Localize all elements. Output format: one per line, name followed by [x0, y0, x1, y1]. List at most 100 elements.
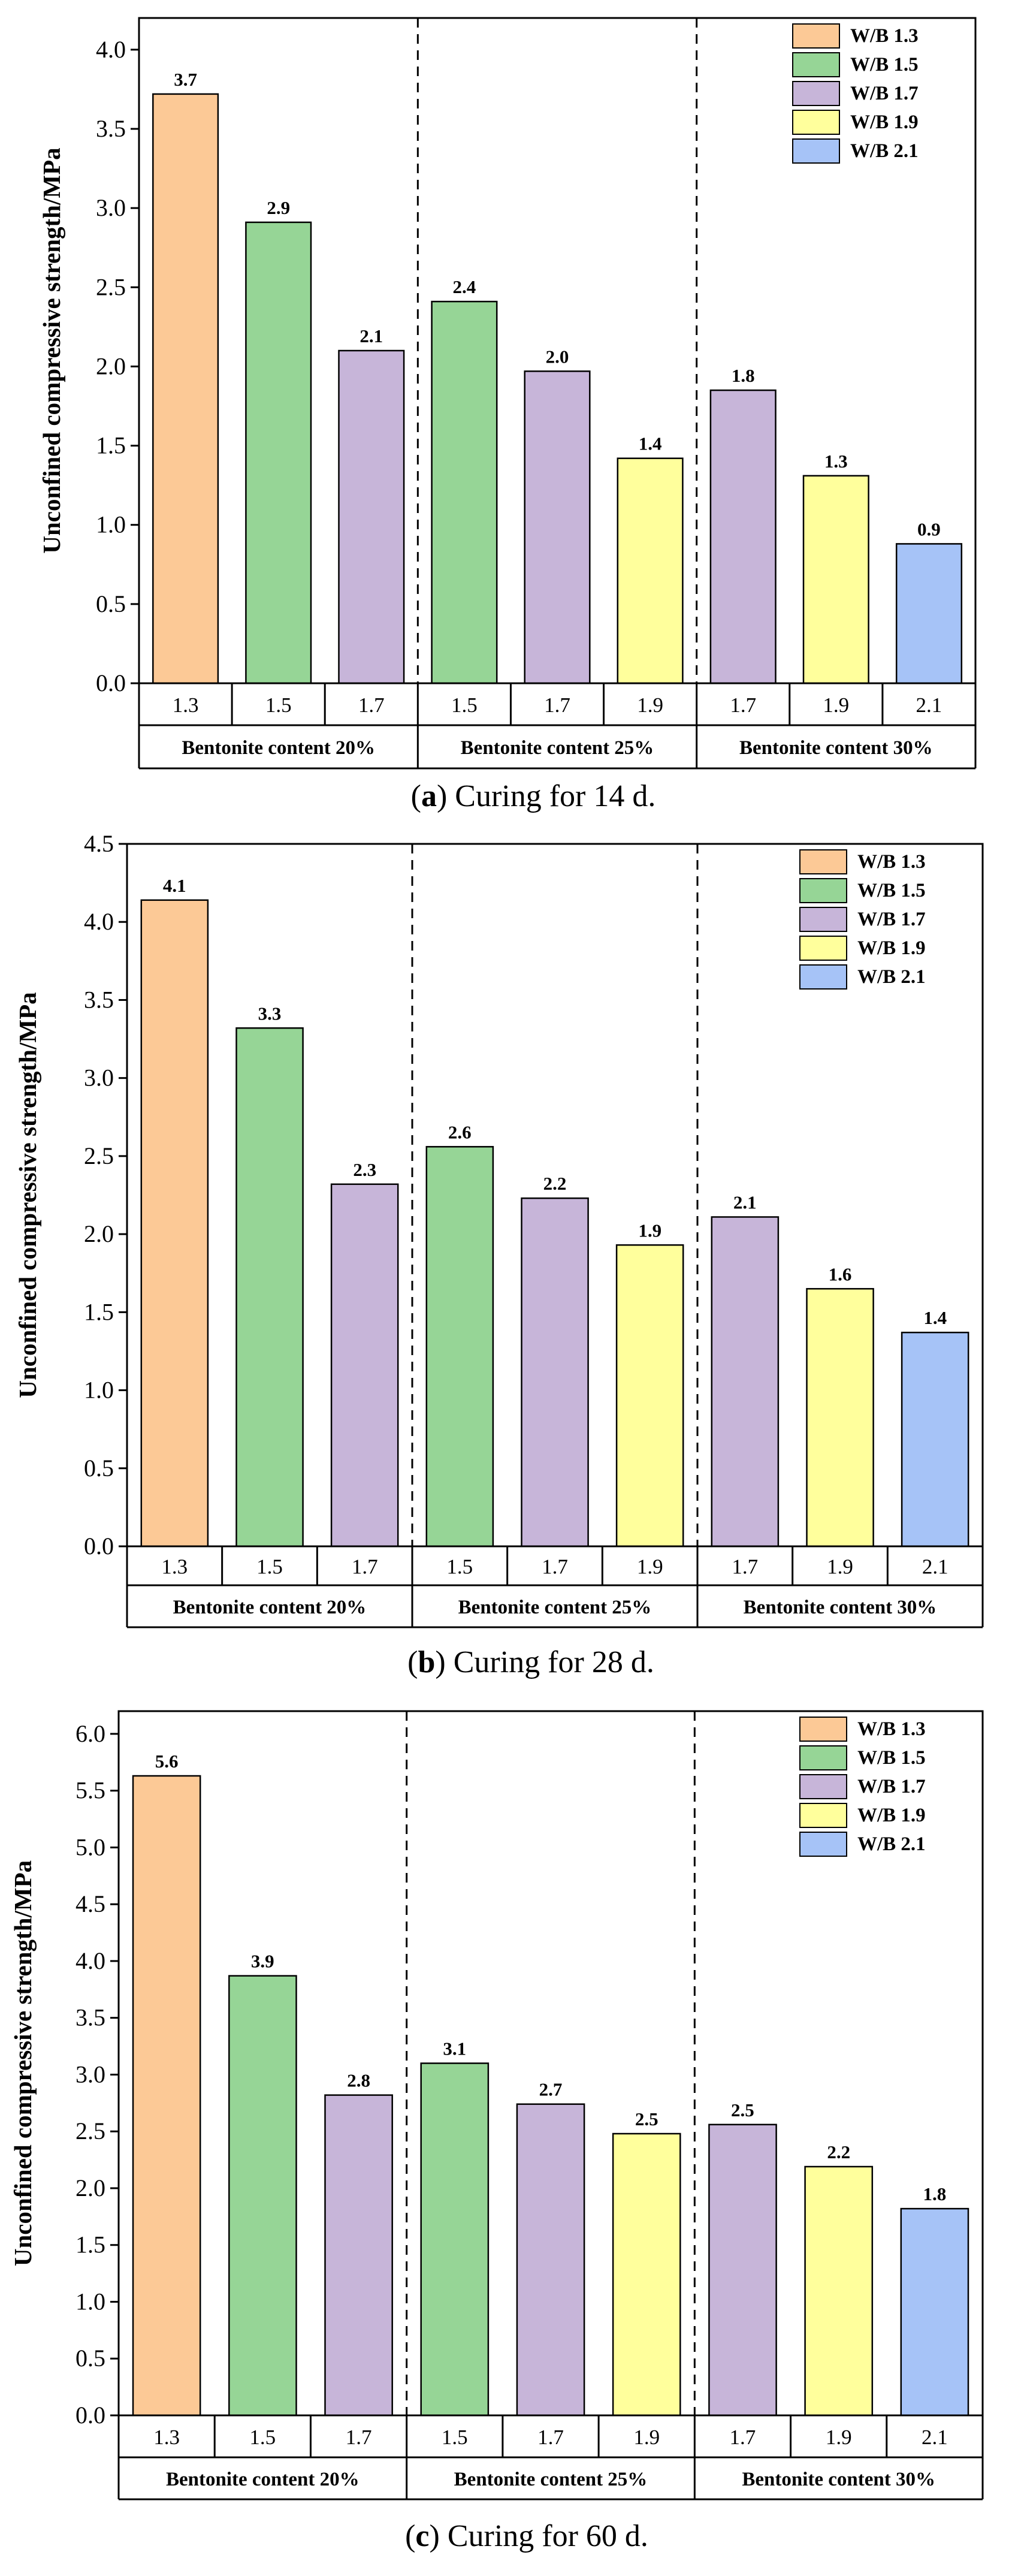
bar: [245, 221, 312, 684]
x-tick-label: 1.5: [451, 693, 478, 717]
bar: [152, 93, 219, 684]
figure-caption: (b) Curing for 28 d.: [407, 1645, 654, 1679]
bar-value-label: 2.5: [635, 2109, 658, 2129]
caption-letter: a: [421, 779, 437, 813]
y-tick-label: 1.0: [96, 511, 126, 538]
bar: [900, 2207, 969, 2417]
figure-caption: (c) Curing for 60 d.: [405, 2519, 648, 2553]
bar-value-label: 2.2: [543, 1173, 567, 1194]
caption-paren: ): [435, 1645, 445, 1679]
legend-swatch: [799, 907, 847, 932]
bar-value-label: 2.9: [267, 197, 290, 218]
bar-value-label: 3.1: [443, 2038, 466, 2059]
y-tick-label: 2.0: [96, 352, 126, 379]
group-label: Bentonite content 20%: [166, 2469, 360, 2490]
x-tick-label: 1.7: [537, 2426, 564, 2449]
legend-label: W/B 1.7: [850, 83, 919, 104]
y-tick-label: 1.0: [84, 1377, 114, 1404]
bar-value-label: 0.9: [917, 518, 941, 539]
x-tick-label: 1.9: [637, 693, 663, 717]
bar: [895, 543, 963, 684]
y-tick-label: 0.5: [96, 590, 126, 617]
x-tick-label: 1.7: [358, 693, 385, 717]
x-tick-label: 2.1: [922, 2426, 948, 2449]
x-tick-label: 1.9: [637, 1555, 663, 1579]
legend-swatch: [799, 1717, 847, 1742]
x-tick-label: 1.9: [827, 1555, 853, 1579]
bar: [617, 457, 684, 684]
legend-label: W/B 2.1: [857, 1833, 926, 1855]
legend-label: W/B 1.5: [850, 54, 919, 76]
bar-value-label: 1.9: [638, 1220, 661, 1241]
y-tick-label: 4.5: [75, 1890, 105, 1917]
bar-value-label: 4.1: [163, 875, 186, 896]
x-tick-label: 1.3: [173, 693, 199, 717]
group-label: Bentonite content 20%: [182, 737, 375, 759]
bar: [615, 1244, 684, 1548]
legend-label: W/B 1.3: [857, 1718, 926, 1740]
bar-value-label: 2.0: [546, 346, 569, 367]
legend-label: W/B 1.3: [850, 25, 919, 47]
y-tick-label: 0.0: [84, 1533, 114, 1560]
bar: [330, 1183, 399, 1548]
bar-value-label: 3.3: [258, 1003, 282, 1024]
legend-swatch: [799, 849, 847, 874]
y-tick-label: 3.0: [96, 194, 126, 221]
bar-value-label: 1.8: [732, 365, 755, 386]
bar: [804, 2165, 874, 2417]
y-tick-label: 4.5: [84, 830, 114, 857]
bar-value-label: 3.7: [174, 69, 197, 90]
bar: [425, 1146, 494, 1548]
y-tick-label: 2.0: [84, 1220, 114, 1247]
bar-value-label: 2.4: [453, 276, 476, 297]
legend-swatch: [799, 1745, 847, 1770]
legend-swatch: [792, 23, 840, 49]
y-tick-label: 3.5: [75, 2004, 105, 2031]
group-label: Bentonite content 30%: [742, 2469, 935, 2490]
bar-value-label: 1.3: [824, 451, 848, 472]
x-tick-label: 1.7: [542, 1555, 568, 1579]
y-tick-label: 0.0: [75, 2402, 105, 2429]
legend-label: W/B 2.1: [850, 140, 919, 162]
group-label: Bentonite content 30%: [744, 1597, 937, 1618]
y-tick-label: 3.0: [75, 2061, 105, 2088]
legend-label: W/B 1.3: [857, 851, 926, 873]
y-tick-label: 5.0: [75, 1833, 105, 1860]
legend-swatch: [792, 52, 840, 77]
y-axis-title: Unconfined compressive strength/MPa: [14, 992, 41, 1398]
panel-c: 5.6 3.9 2.8 3.1 2.7 2.5 2.5 2.2 1.8 0.0 0.5 1.0 1.5 2…: [9, 1710, 984, 2553]
group-label: Bentonite content 30%: [739, 737, 933, 759]
legend-swatch: [792, 81, 840, 106]
y-tick-label: 4.0: [96, 36, 126, 63]
group-label: Bentonite content 25%: [454, 2469, 648, 2490]
y-tick-label: 1.5: [75, 2231, 105, 2258]
y-tick-label: 2.5: [75, 2117, 105, 2144]
legend-label: W/B 1.5: [857, 880, 926, 901]
figure-caption: (a) Curing for 14 d.: [411, 779, 656, 813]
caption-paren: ): [437, 779, 447, 813]
group-label: Bentonite content 25%: [461, 737, 654, 759]
x-tick-label: 1.7: [732, 1555, 758, 1579]
x-tick-label: 1.5: [265, 693, 292, 717]
bar: [324, 2094, 393, 2417]
plot-frame: [138, 17, 977, 684]
bar-value-label: 2.1: [360, 325, 383, 346]
plot-frame: [117, 1710, 984, 2417]
y-tick-label: 5.5: [75, 1777, 105, 1804]
bar-value-label: 2.5: [731, 2100, 754, 2120]
legend-swatch: [799, 936, 847, 961]
y-tick-label: 1.0: [75, 2288, 105, 2315]
legend-label: W/B 1.9: [857, 1805, 926, 1826]
caption-text: Curing for 60 d.: [440, 2519, 648, 2553]
x-tick-label: 1.5: [256, 1555, 283, 1579]
y-tick-label: 1.5: [96, 432, 126, 459]
bar: [431, 300, 498, 684]
legend-label: W/B 1.5: [857, 1747, 926, 1769]
bar-value-label: 1.4: [923, 1307, 947, 1328]
x-tick-label: 1.7: [730, 693, 756, 717]
plot-frame: [126, 843, 984, 1548]
x-tick-label: 2.1: [922, 1555, 948, 1579]
caption-letter: c: [415, 2519, 429, 2553]
x-tick-label: 1.9: [633, 2426, 660, 2449]
bar: [711, 1216, 780, 1548]
